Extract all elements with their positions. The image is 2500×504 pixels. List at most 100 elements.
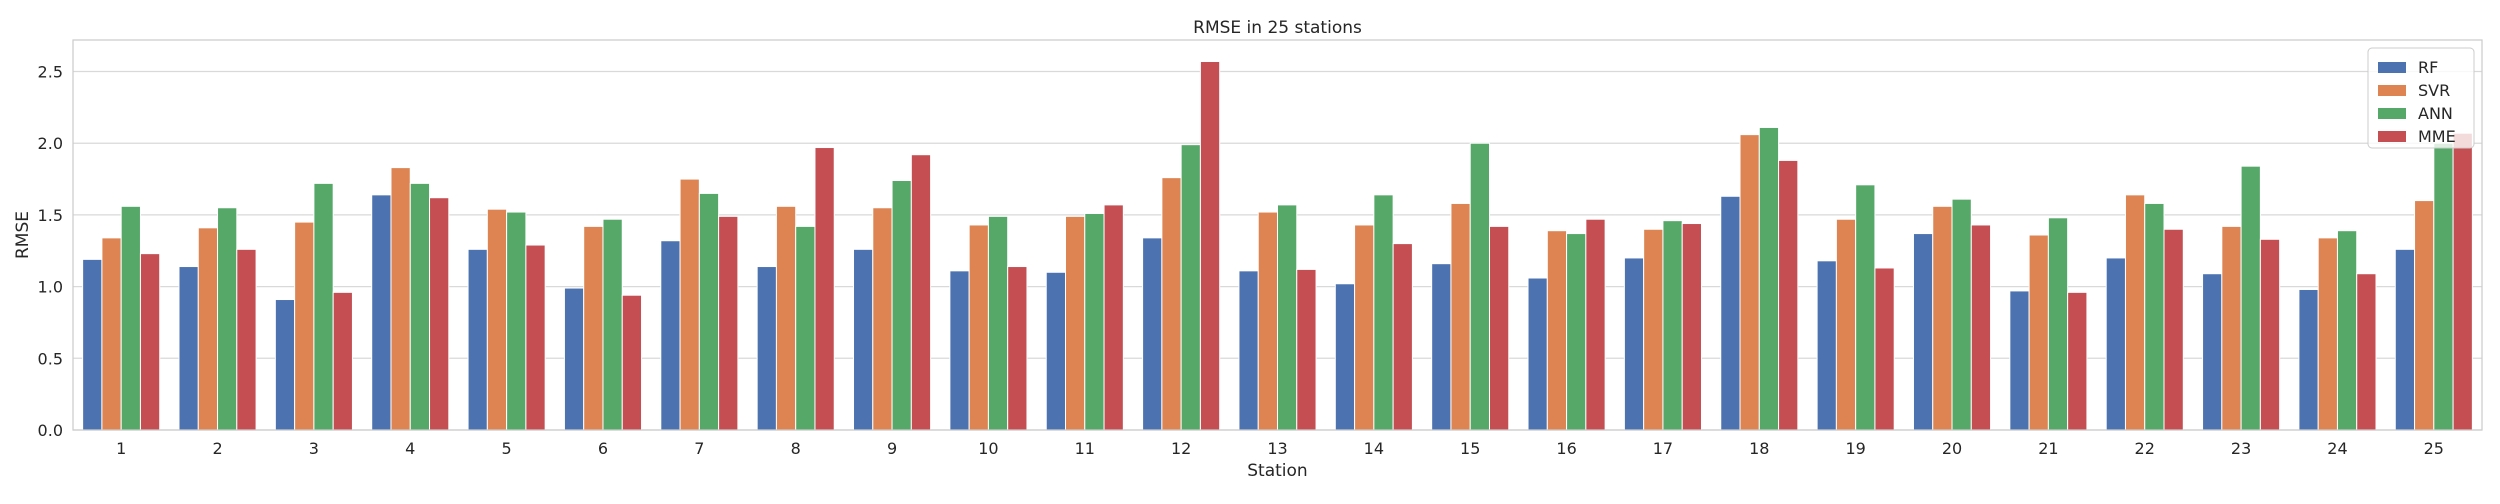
bar-svr-station-20 [1932,205,1953,431]
bar-svr-station-8 [775,205,797,431]
bar-mme-station-12 [1199,61,1221,431]
bar-ann-station-5 [506,211,527,431]
bar-rf-station-18 [1720,195,1741,431]
bar-svr-station-1 [101,237,122,431]
y-axis-label: RMSE [13,211,33,259]
bar-mme-station-22 [2163,228,2184,431]
legend-swatch-ann [2378,108,2406,119]
bar-ann-station-23 [2240,165,2261,431]
bar-mme-station-18 [1778,159,1799,431]
bar-ann-station-13 [1277,204,1298,431]
x-tick-label: 10 [978,439,998,458]
bar-ann-station-7 [698,192,720,431]
bar-mme-station-14 [1392,243,1413,431]
x-tick-label: 13 [1267,439,1287,458]
bar-mme-station-8 [814,147,835,431]
x-tick-label: 15 [1460,439,1480,458]
bar-ann-station-16 [1566,233,1587,431]
bar-svr-station-25 [2414,200,2435,431]
bar-svr-station-6 [583,225,604,431]
bar-svr-station-21 [2028,234,2049,431]
bar-rf-station-17 [1623,257,1645,431]
legend-swatch-svr [2378,85,2406,96]
bar-ann-station-10 [987,215,1009,431]
bar-svr-station-12 [1161,177,1182,431]
bar-ann-station-14 [1373,194,1394,431]
bars [82,61,2473,431]
bar-rf-station-21 [2009,290,2030,431]
plot-frame [72,39,2483,431]
legend: RF SVR ANN MME [2367,47,2475,149]
legend-label-svr: SVR [2418,81,2450,100]
bar-mme-station-24 [2356,273,2377,431]
bar-svr-station-19 [1835,218,1857,431]
bar-rf-station-7 [660,240,681,431]
bar-rf-station-12 [1142,237,1163,431]
bar-ann-station-22 [2144,202,2165,431]
bar-mme-station-16 [1585,218,1606,431]
x-tick-label: 16 [1556,439,1576,458]
bar-rf-station-20 [1912,233,1934,431]
bar-svr-station-23 [2221,225,2242,431]
bar-mme-station-9 [910,154,932,431]
bar-rf-station-11 [1045,271,1067,431]
bar-rf-station-24 [2298,288,2319,431]
bar-svr-station-16 [1546,230,1568,431]
x-tick-label: 5 [502,439,512,458]
y-tick-label: 2.5 [38,63,63,82]
bar-mme-station-19 [1874,267,1895,431]
bar-svr-station-3 [294,221,315,431]
bar-rf-station-19 [1816,260,1837,431]
x-tick-label: 1 [116,439,126,458]
bar-ann-station-8 [795,225,816,431]
bar-mme-station-17 [1681,223,1702,431]
bar-ann-station-17 [1662,220,1683,431]
x-tick-label: 23 [2231,439,2251,458]
bar-ann-station-21 [2047,217,2069,431]
bar-rf-station-15 [1431,263,1452,431]
legend-label-mme: MME [2418,127,2456,146]
bar-rf-station-4 [371,194,392,431]
bar-svr-station-10 [968,224,989,431]
bar-ann-station-9 [891,180,912,431]
x-tick-label: 2 [212,439,222,458]
bar-rf-station-25 [2394,248,2416,431]
bar-rf-station-13 [1238,270,1259,431]
x-tick-label: 25 [2424,439,2444,458]
y-tick-label: 0.0 [38,421,63,440]
x-tick-label: 9 [887,439,897,458]
bar-mme-station-3 [332,291,353,431]
bar-rf-station-16 [1527,277,1548,431]
bar-mme-station-1 [139,253,161,431]
legend-swatch-rf [2378,62,2406,73]
x-tick-label: 4 [405,439,415,458]
chart-title: RMSE in 25 stations [1193,18,1362,38]
bar-ann-station-18 [1758,126,1780,431]
x-axis-ticks: 1 2 3 4 5 6 7 8 9 10 11 12 13 14 15 16 17 18 19 20 21 22 23 24 2… [116,439,2444,458]
bar-mme-station-6 [621,294,643,431]
x-tick-label: 24 [2327,439,2347,458]
bar-mme-station-5 [525,244,546,431]
x-tick-label: 12 [1171,439,1191,458]
bar-ann-station-25 [2433,142,2454,431]
bar-svr-station-18 [1739,134,1760,431]
bar-svr-station-7 [679,178,700,431]
bar-mme-station-13 [1296,268,1317,431]
bar-mme-station-2 [236,248,257,431]
bar-rf-station-6 [563,287,585,431]
bar-ann-station-20 [1951,198,1972,431]
bar-ann-station-1 [120,205,141,431]
bar-ann-station-15 [1469,142,1490,431]
bar-mme-station-21 [2067,291,2088,431]
bar-svr-station-24 [2317,237,2338,431]
bar-mme-station-23 [2259,238,2281,431]
bar-ann-station-3 [313,182,334,431]
x-tick-label: 14 [1364,439,1384,458]
bar-rf-station-10 [949,270,970,431]
x-tick-label: 6 [598,439,608,458]
bar-mme-station-20 [1970,224,1992,431]
bar-mme-station-15 [1488,225,1510,431]
x-tick-label: 11 [1075,439,1095,458]
